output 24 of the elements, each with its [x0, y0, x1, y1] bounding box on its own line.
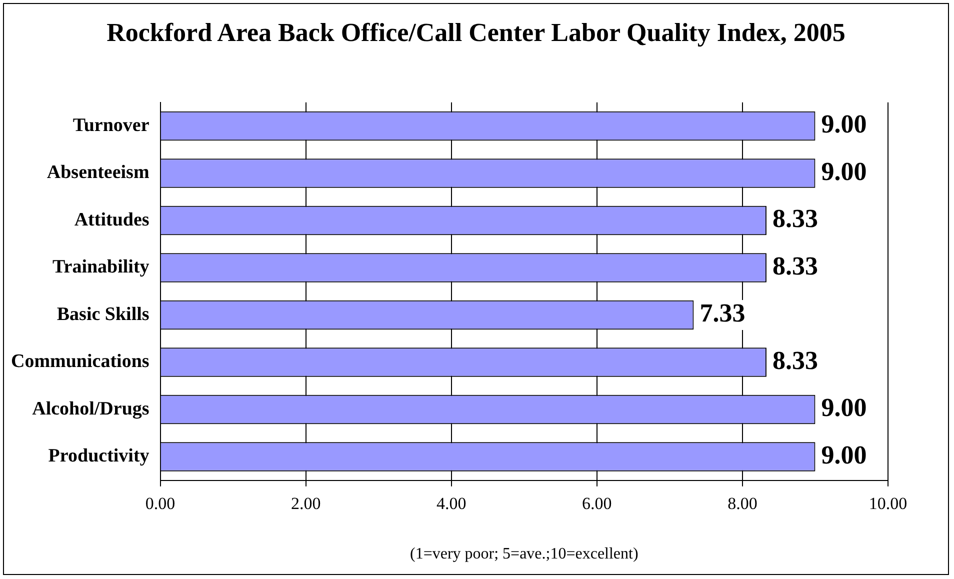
x-tick-label: 10.00	[868, 494, 908, 514]
data-label: 9.00	[821, 393, 867, 422]
y-tick-label: Absenteeism	[46, 162, 150, 184]
y-tick-label: Attitudes	[74, 209, 150, 230]
data-label: 8.33	[772, 204, 818, 234]
data-label: 8.33	[772, 251, 818, 280]
data-label: 7.33	[700, 298, 746, 328]
y-tick-label: Basic Skills	[56, 304, 150, 325]
x-tick-label: 4.00	[436, 494, 466, 514]
x-tick-label: 0.00	[145, 494, 176, 514]
y-tick-label: Trainability	[52, 256, 150, 278]
x-axis-title: (1=very poor; 5=ave.;10=excellent)	[410, 546, 638, 563]
x-tick-label: 8.00	[728, 494, 758, 514]
data-label: 9.00	[821, 110, 867, 139]
data-label: 8.33	[772, 346, 818, 375]
x-tick-label: 2.00	[290, 494, 321, 514]
x-tick-label: 6.00	[582, 494, 612, 514]
data-label: 9.00	[821, 156, 867, 186]
y-tick-label: Turnover	[72, 114, 150, 136]
y-tick-label: Alcohol/Drugs	[32, 398, 150, 420]
data-label: 9.00	[821, 440, 867, 470]
y-tick-label: Productivity	[48, 446, 150, 467]
y-tick-label: Communications	[10, 351, 150, 372]
chart-title: Rockford Area Back Office/Call Center Labor Quality Index, 2005	[106, 17, 846, 49]
